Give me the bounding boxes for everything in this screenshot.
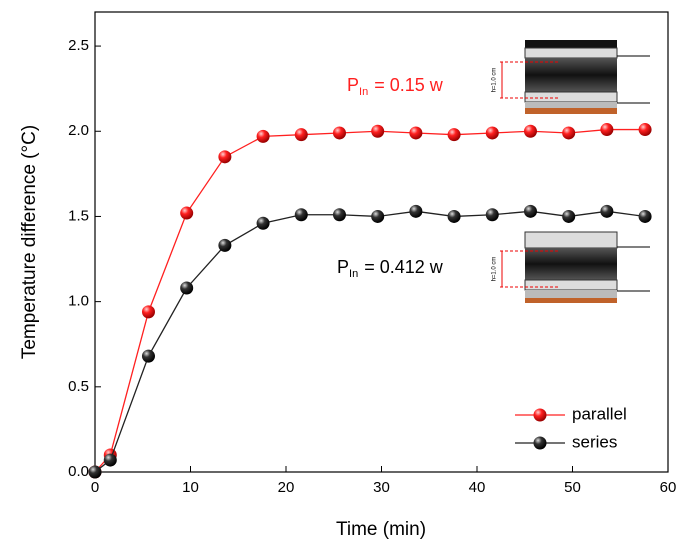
x-tick-label: 0 [91,479,99,496]
data-point [523,124,537,138]
x-tick-label: 60 [660,479,677,496]
y-tick-label: 2.5 [68,37,89,54]
inset-label: h=1.0 cm [492,68,498,93]
data-point [88,465,102,479]
data-point [218,150,232,164]
data-point [409,204,423,218]
data-point [638,209,652,223]
x-tick-label: 30 [373,479,390,496]
y-axis-label: Temperature difference (°C) [19,125,40,359]
data-point [600,204,614,218]
data-point [218,238,232,252]
x-tick-label: 20 [278,479,295,496]
data-point [562,126,576,140]
data-point [447,209,461,223]
data-point [180,281,194,295]
y-tick-label: 0.5 [68,378,89,395]
annotation: PIn = 0.15 w [347,75,444,98]
annotation-sub: In [359,86,368,98]
annotation-p: P [337,257,349,277]
data-point [332,208,346,222]
data-point [523,204,537,218]
data-point [294,208,308,222]
data-point [447,128,461,142]
data-point [600,123,614,137]
series-line [94,210,646,473]
data-point [562,209,576,223]
data-point [638,123,652,137]
annotation-p: P [347,75,359,95]
y-tick-label: 1.5 [68,207,89,224]
data-point [409,126,423,140]
y-tick-label: 1.0 [68,293,89,310]
legend-marker [533,436,547,450]
data-point [256,216,270,230]
annotation-sub: In [349,268,358,280]
legend-label: series [572,432,617,451]
annotation-text: = 0.412 w [364,257,444,277]
data-point [485,208,499,222]
inset-label: h=1.0 cm [492,257,498,282]
x-tick-label: 40 [469,479,486,496]
x-tick-label: 10 [182,479,199,496]
data-point [141,305,155,319]
data-point [180,206,194,220]
series-line [94,128,646,473]
y-tick-label: 2.0 [68,122,89,139]
legend-marker [533,408,547,422]
annotation-text: = 0.15 w [374,75,444,95]
data-point [371,124,385,138]
annotation: PIn = 0.412 w [337,257,444,280]
inset-parallel: h=1.0 cm [492,40,650,114]
data-point [141,349,155,363]
data-point [485,126,499,140]
data-point [371,209,385,223]
data-point [294,128,308,142]
y-tick-label: 0.0 [68,463,89,480]
inset-series: h=1.0 cm [492,231,650,303]
data-point [332,126,346,140]
x-tick-label: 50 [564,479,581,496]
data-point [256,129,270,143]
data-point [103,453,117,467]
x-axis-label: Time (min) [336,519,426,540]
legend-label: parallel [572,404,627,423]
